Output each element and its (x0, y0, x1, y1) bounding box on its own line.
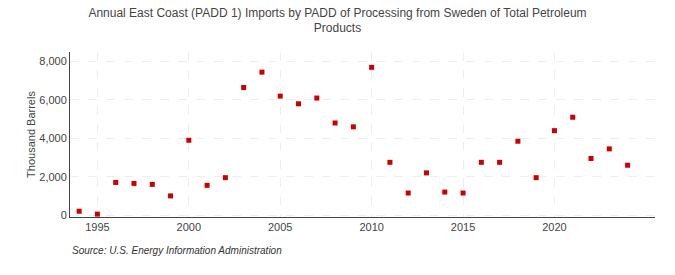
svg-text:1995: 1995 (85, 221, 109, 233)
svg-text:Thousand Barrels: Thousand Barrels (25, 91, 37, 178)
svg-text:2000: 2000 (177, 221, 201, 233)
svg-text:2005: 2005 (268, 221, 292, 233)
svg-text:2,000: 2,000 (39, 171, 67, 183)
svg-text:2020: 2020 (542, 221, 566, 233)
svg-text:4,000: 4,000 (39, 132, 67, 144)
svg-text:2015: 2015 (451, 221, 475, 233)
svg-text:2010: 2010 (359, 221, 383, 233)
svg-text:Annual East Coast (PADD 1) Imp: Annual East Coast (PADD 1) Imports by PA… (88, 6, 586, 36)
svg-text:8,000: 8,000 (39, 55, 67, 67)
svg-text:6,000: 6,000 (39, 94, 67, 106)
svg-text:Source: U.S. Energy Informatio: Source: U.S. Energy Information Administ… (72, 245, 282, 256)
svg-text:0: 0 (61, 209, 67, 221)
